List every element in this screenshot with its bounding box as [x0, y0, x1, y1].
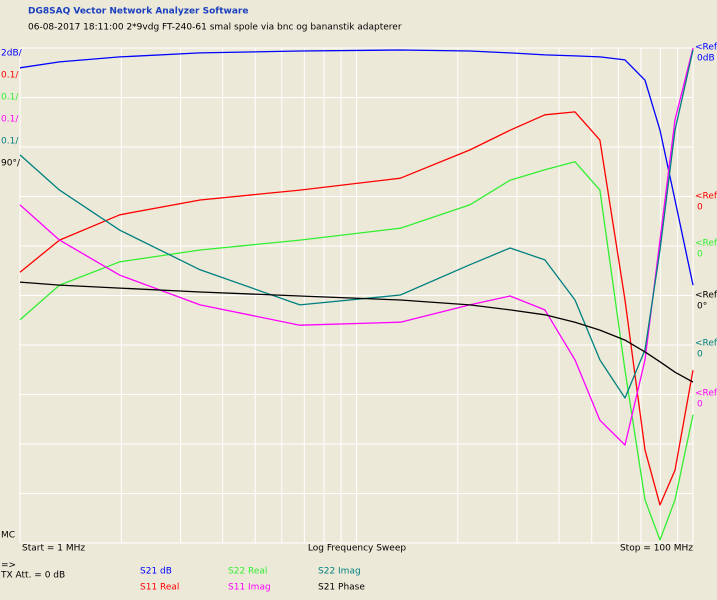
trace — [19, 49, 694, 399]
app-title: DG8SAQ Vector Network Analyzer Software — [28, 7, 248, 17]
arrow: => — [1, 561, 16, 571]
tx-att: TX Att. = 0 dB — [0, 571, 65, 581]
marker-label: MC — [1, 531, 15, 541]
ref-value: 0dB — [697, 54, 715, 64]
scale-label: 90°/ — [1, 159, 21, 169]
legend-entry: S21 Phase — [318, 583, 365, 593]
ref-value: 0 — [697, 203, 703, 213]
trace — [19, 281, 694, 383]
legend-entry: S22 Imag — [318, 567, 361, 577]
legend-entry: S11 Imag — [228, 583, 271, 593]
ref-label: <Ref4 — [695, 389, 717, 399]
legend-entry: S21 dB — [140, 567, 172, 577]
start-label: Start = 1 MHz — [22, 544, 85, 554]
trace — [19, 49, 694, 286]
ref-value: 0° — [697, 302, 707, 312]
scale-label: 0.1/ — [1, 137, 19, 147]
scale-label: 0.1/ — [1, 115, 19, 125]
ref-label: <Ref6 — [695, 291, 717, 301]
scale-label: 0.1/ — [1, 93, 19, 103]
stop-label: Stop = 100 MHz — [620, 544, 693, 554]
trace — [19, 111, 694, 506]
sweep-label: Log Frequency Sweep — [308, 544, 406, 554]
legend-entry: S22 Real — [228, 567, 267, 577]
ref-label: <Ref1 — [695, 43, 717, 53]
ref-value: 0 — [697, 350, 703, 360]
legend-entry: S11 Real — [140, 583, 179, 593]
scale-label: 2dB/ — [1, 49, 23, 59]
ref-value: 0 — [697, 250, 703, 260]
trace — [19, 161, 694, 541]
ref-value: 0 — [697, 400, 703, 410]
scale-label: 0.1/ — [1, 71, 19, 81]
ref-label: <Ref2 — [695, 192, 717, 202]
ref-label: <Ref5 — [695, 339, 717, 349]
ref-label: <Ref3 — [695, 239, 717, 249]
measurement-info: 06-08-2017 18:11:00 2*9vdg FT-240-61 sma… — [28, 23, 402, 33]
